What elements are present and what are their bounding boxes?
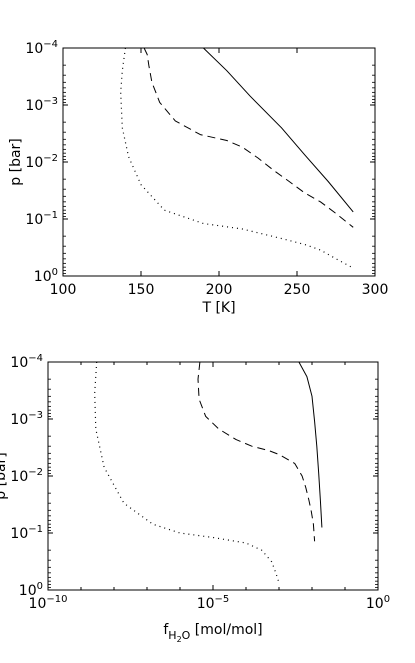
y-tick-label: 10−2: [25, 153, 58, 171]
x-tick-label: 100: [366, 594, 390, 612]
solid-series-line: [298, 361, 323, 528]
y-tick-label: 10−3: [10, 410, 43, 428]
y-tick-label: 10−4: [25, 39, 58, 57]
x-tick-label-exponent: −10: [46, 594, 67, 605]
y-tick-label: 10−3: [25, 96, 58, 114]
y-tick-label-base: 10: [25, 41, 43, 57]
y-tick-label-exponent: −1: [43, 210, 58, 221]
y-tick-label-exponent: −4: [28, 353, 43, 364]
x-axis-label-subscript-digit: 2: [177, 635, 182, 644]
plot-frame: [62, 47, 376, 277]
x-axis-label-subscript: H: [168, 629, 176, 642]
x-tick-label: 10−10: [29, 594, 68, 612]
x-tick-label: 250: [284, 282, 311, 298]
y-tick-label-exponent: −4: [43, 39, 58, 50]
x-axis-label-subscript: O: [182, 629, 191, 642]
x-tick-label-base: 10: [197, 596, 215, 612]
x-tick-label: 150: [128, 282, 155, 298]
y-tick-label: 10−1: [25, 210, 58, 228]
y-tick-label-base: 10: [10, 469, 28, 485]
y-tick-label-exponent: 0: [52, 267, 58, 278]
x-axis-label: T [K]: [201, 300, 235, 316]
dotted-series-line: [94, 361, 280, 584]
y-tick-label-exponent: −2: [28, 467, 43, 478]
y-tick-label-base: 10: [25, 155, 43, 171]
x-tick-label: 10−5: [197, 594, 230, 612]
y-tick-label-exponent: −3: [28, 410, 43, 421]
x-axis-label: fH2O [mol/mol]: [163, 622, 262, 644]
y-axis-label: p [bar]: [0, 452, 9, 499]
y-tick-label-base: 10: [10, 355, 28, 371]
dashed-series-line: [143, 47, 354, 228]
y-tick-label: 100: [34, 267, 58, 285]
y-tick-label-exponent: −3: [43, 96, 58, 107]
y-tick-label: 10−4: [10, 353, 43, 371]
dashed-series-line: [197, 361, 316, 542]
y-tick-label-base: 10: [19, 583, 37, 599]
y-tick-label-base: 10: [25, 98, 43, 114]
y-tick-label-base: 10: [10, 412, 28, 428]
solid-series-line: [203, 47, 354, 213]
x-tick-label-base: 10: [29, 596, 47, 612]
x-tick-label-exponent: 0: [384, 594, 390, 605]
y-axis-label: p [bar]: [8, 138, 24, 185]
y-tick-label-base: 10: [34, 269, 52, 285]
x-axis-label-main: f: [163, 622, 169, 638]
y-tick-label: 10−2: [10, 467, 43, 485]
y-tick-label-exponent: −1: [28, 524, 43, 535]
y-tick-label-exponent: −2: [43, 153, 58, 164]
x-axis-label-unit: [mol/mol]: [190, 622, 262, 638]
dotted-series-line: [120, 47, 352, 268]
y-tick-label: 10−1: [10, 524, 43, 542]
y-tick-label-base: 10: [10, 526, 28, 542]
x-tick-label: 300: [362, 282, 389, 298]
x-tick-label-base: 10: [366, 596, 384, 612]
x-tick-label: 100: [50, 282, 77, 298]
plot-frame: [47, 361, 379, 591]
x-tick-label: 200: [206, 282, 233, 298]
y-tick-label-base: 10: [25, 212, 43, 228]
y-tick-label-exponent: 0: [37, 581, 43, 592]
x-tick-label-exponent: −5: [215, 594, 230, 605]
y-tick-label: 100: [19, 581, 43, 599]
